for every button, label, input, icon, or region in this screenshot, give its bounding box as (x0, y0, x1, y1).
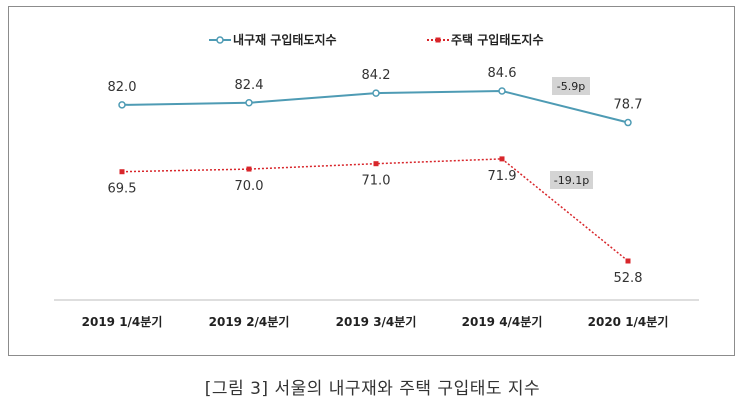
series-1-label-3: 84.2 (362, 68, 391, 83)
x-tick-label-1: 2019 1/4분기 (82, 314, 163, 329)
series-2-point-3 (373, 161, 379, 167)
series-line-2 (121, 158, 629, 262)
series-1-point-4 (498, 87, 506, 95)
legend-marker-1 (216, 36, 224, 44)
series-2-label-3: 71.0 (362, 174, 391, 189)
series-1-point-5 (624, 118, 632, 127)
series-1-point-3 (372, 89, 380, 97)
series-2-point-1 (119, 169, 125, 175)
series-2-label-1: 69.5 (108, 182, 137, 197)
annotation-label-2: -19.1p (554, 174, 589, 187)
series-2-point-4 (499, 156, 505, 162)
series-1-label-5: 78.7 (614, 98, 643, 113)
x-tick-label-5: 2020 1/4분기 (588, 314, 669, 329)
series-2-point-2 (246, 166, 252, 172)
chart-frame: 2019 1/4분기 2019 2/4분기 2019 3/4분기 2019 4/4분기… (8, 6, 735, 356)
annotation-box-1 (552, 77, 590, 95)
series-1-label-4: 84.6 (488, 66, 517, 81)
legend-marker-2 (435, 37, 441, 43)
series-2-point-5 (625, 258, 631, 264)
legend-label-2: 주택 구입태도지수 (451, 32, 544, 47)
series-1-label-1: 82.0 (108, 80, 137, 95)
figure-caption: [그림 3] 서울의 내구재와 주택 구입태도 지수 (204, 379, 541, 399)
series-1-label-2: 82.4 (235, 78, 264, 93)
x-tick-label-3: 2019 3/4분기 (336, 314, 417, 329)
series-2-label-5: 52.8 (614, 271, 643, 286)
annotation-box-2 (550, 171, 593, 189)
series-1-point-2 (245, 99, 253, 107)
x-tick-label-2: 2019 2/4분기 (209, 314, 290, 329)
series-1-point-1 (118, 101, 126, 109)
x-tick-label-4: 2019 4/4분기 (462, 314, 543, 329)
series-2-label-2: 70.0 (235, 179, 264, 194)
series-2-label-4: 71.9 (488, 169, 517, 184)
legend-label-1: 내구재 구입태도지수 (233, 32, 337, 47)
annotation-label-1: -5.9p (557, 80, 585, 93)
line-chart: 2019 1/4분기 2019 2/4분기 2019 3/4분기 2019 4/4분기… (54, 32, 699, 329)
